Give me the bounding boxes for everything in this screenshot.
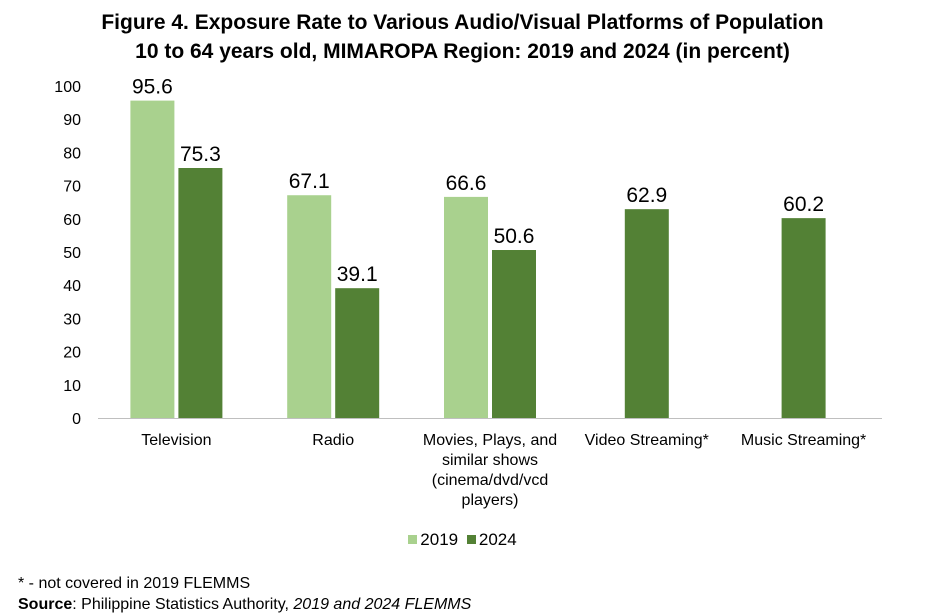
data-label: 60.2	[783, 193, 824, 216]
legend-item-2019: 2019	[408, 530, 458, 550]
x-category-label: Music Streaming*	[741, 432, 866, 449]
data-label: 67.1	[289, 170, 330, 193]
source-label: Source	[18, 596, 73, 613]
x-category-label: Radio	[312, 432, 354, 449]
source-separator: :	[72, 596, 82, 613]
x-category-label-line: Movies, Plays, and	[423, 432, 557, 449]
data-label: 66.6	[446, 172, 487, 195]
y-tick-label: 100	[54, 79, 81, 96]
bar-2024	[492, 250, 536, 418]
bar-2024	[335, 288, 380, 418]
x-category-label: Movies, Plays, and similar shows (cinema/d…	[423, 432, 557, 509]
y-tick-label: 90	[63, 112, 81, 129]
y-tick-label: 40	[63, 278, 81, 295]
bar-2019	[130, 100, 175, 418]
y-tick-label: 50	[63, 245, 81, 262]
bar-2024	[624, 209, 669, 418]
legend-label-2024: 2024	[478, 529, 517, 549]
bar-2019	[287, 195, 332, 418]
data-label: 62.9	[626, 184, 667, 207]
bar-2024	[178, 168, 223, 418]
chart-title-line-1: Figure 4. Exposure Rate to Various Audio…	[101, 11, 824, 34]
y-tick-label: 0	[72, 411, 81, 428]
data-label: 95.6	[132, 76, 173, 99]
x-category-label-line: (cinema/dvd/vcd	[432, 472, 549, 489]
data-label: 39.1	[337, 263, 378, 286]
x-category-label-line: Radio	[312, 432, 354, 449]
bar-2019	[444, 196, 488, 418]
y-tick-label: 30	[63, 311, 81, 328]
x-category-label-line: Television	[141, 432, 211, 449]
x-category-label-line: Music Streaming*	[741, 432, 866, 449]
y-tick-label: 70	[63, 179, 81, 196]
x-category-label-line: players)	[462, 492, 519, 509]
chart-title-line-2: 10 to 64 years old, MIMAROPA Region: 201…	[135, 40, 790, 63]
x-category-label-line: Video Streaming*	[585, 432, 709, 449]
source-note: Source: Philippine Statistics Authority,…	[18, 594, 471, 615]
data-label: 50.6	[494, 225, 535, 248]
legend-swatch-2024	[466, 535, 476, 544]
source-org: Philippine Statistics Authority,	[81, 596, 294, 613]
x-category-label: Video Streaming*	[585, 432, 709, 449]
data-label: 75.3	[180, 143, 221, 166]
legend-label-2019: 2019	[420, 529, 459, 549]
legend-swatch-2019	[408, 535, 418, 544]
y-tick-label: 80	[63, 145, 81, 162]
bar-2024	[781, 218, 826, 418]
y-tick-label: 10	[63, 378, 81, 395]
y-tick-label: 20	[63, 345, 81, 362]
y-tick-label: 60	[63, 212, 81, 229]
source-survey: 2019 and 2024 FLEMMS	[293, 596, 472, 613]
x-category-label-line: similar shows	[442, 452, 538, 469]
legend-item-2024: 2024	[466, 529, 517, 550]
chart-title: Figure 4. Exposure Rate to Various Audio…	[0, 8, 925, 66]
legend: 2019 2024	[0, 529, 925, 550]
footnote: * - not covered in 2019 FLEMMS	[18, 575, 251, 592]
x-category-label: Television	[141, 432, 211, 449]
